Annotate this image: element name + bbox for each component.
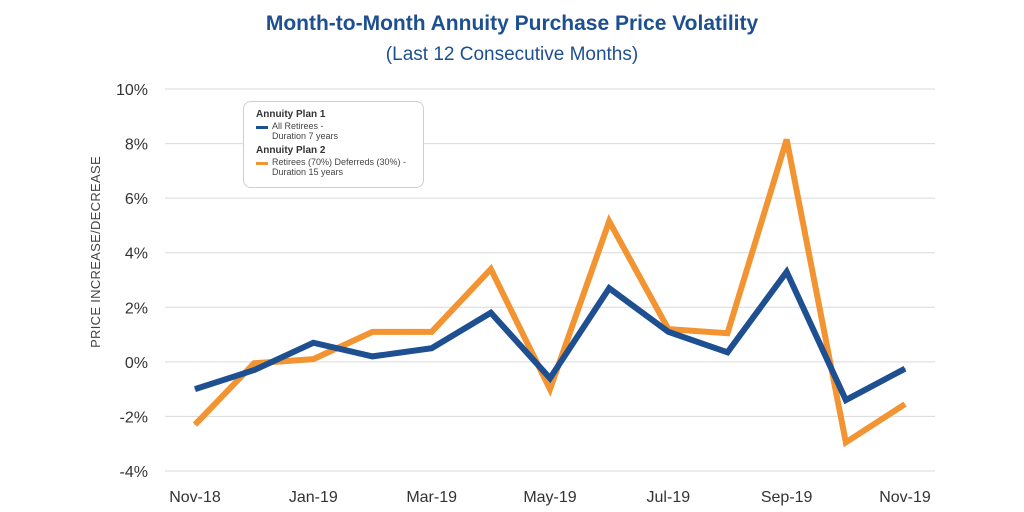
legend-swatch-plan2 — [256, 162, 268, 165]
y-tick-label-1: -2% — [120, 409, 148, 426]
y-tick-label-2: 0% — [125, 355, 148, 372]
y-tick-label-0: -4% — [120, 464, 148, 481]
data-point-plan1-6 — [549, 377, 551, 379]
data-point-plan1-3 — [372, 355, 373, 357]
legend-group-title-plan2: Annuity Plan 2 — [256, 145, 326, 156]
data-point-plan2-7 — [608, 220, 610, 222]
legend: Annuity Plan 1 All Retirees - Duration 7… — [243, 101, 424, 188]
y-axis-ticks: -4% -2% 0% 2% 4% 6% 8% 10% — [116, 82, 148, 481]
legend-entry-plan1: All Retirees - Duration 7 years — [256, 121, 415, 141]
data-point-plan2-11 — [845, 441, 847, 443]
data-point-plan1-10 — [786, 271, 788, 273]
data-point-plan2-9 — [727, 332, 728, 334]
y-tick-label-6: 8% — [125, 137, 148, 154]
series-lines — [192, 138, 907, 448]
data-point-plan1-9 — [727, 351, 728, 353]
legend-label-plan1-line1: All Retirees - — [272, 121, 324, 131]
legend-label-plan2-line2: Duration 15 years — [272, 167, 344, 177]
data-point-plan2-12 — [904, 403, 906, 405]
data-point-plan2-2 — [312, 358, 314, 360]
y-tick-label-5: 6% — [125, 191, 148, 208]
data-point-plan1-8 — [667, 331, 669, 333]
y-tick-label-7: 10% — [116, 82, 148, 99]
x-tick-label-1: Jan-19 — [289, 489, 338, 506]
x-tick-label-6: Nov-19 — [879, 489, 931, 506]
y-tick-label-4: 4% — [125, 246, 148, 263]
legend-label-plan1-line2: Duration 7 years — [272, 131, 339, 141]
data-point-plan1-4 — [431, 347, 433, 349]
data-point-plan1-5 — [490, 312, 492, 314]
x-tick-label-3: May-19 — [523, 489, 576, 506]
data-point-plan2-6 — [549, 388, 551, 390]
data-point-plan1-2 — [312, 342, 314, 344]
x-axis-ticks: Nov-18 Jan-19 Mar-19 May-19 Jul-19 Sep-19 Nov-… — [169, 489, 931, 506]
data-point-plan1-11 — [845, 399, 847, 401]
data-point-plan1-1 — [253, 369, 255, 371]
data-point-plan1-12 — [904, 368, 906, 370]
data-point-plan2-0 — [194, 424, 196, 426]
data-point-plan2-1 — [253, 362, 255, 364]
data-point-plan2-5 — [490, 268, 492, 270]
x-tick-label-2: Mar-19 — [406, 489, 457, 506]
x-tick-label-5: Sep-19 — [761, 489, 813, 506]
legend-group-title-plan1: Annuity Plan 1 — [256, 109, 326, 120]
chart-title: Month-to-Month Annuity Purchase Price Vo… — [265, 12, 759, 35]
legend-label-plan2-line1: Retirees (70%) Deferreds (30%) - — [272, 157, 407, 167]
y-axis-label: PRICE INCREASE/DECREASE — [88, 156, 103, 348]
legend-entry-plan2: Retirees (70%) Deferreds (30%) - Duratio… — [256, 157, 415, 177]
y-tick-label-3: 2% — [125, 300, 148, 317]
data-point-plan2-10 — [786, 138, 788, 140]
data-point-plan2-3 — [372, 331, 373, 333]
x-tick-label-0: Nov-18 — [169, 489, 221, 506]
data-point-plan2-4 — [431, 331, 433, 333]
x-tick-label-4: Jul-19 — [647, 489, 691, 506]
data-point-plan1-0 — [194, 388, 196, 390]
series-line-plan1 — [194, 265, 907, 405]
chart-subtitle: (Last 12 Consecutive Months) — [385, 44, 639, 65]
legend-swatch-plan1 — [256, 126, 268, 129]
data-point-plan1-7 — [608, 287, 610, 289]
